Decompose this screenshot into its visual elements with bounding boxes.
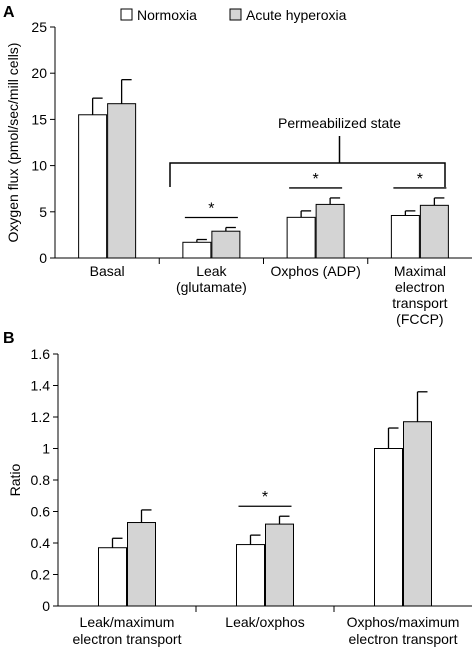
panel-b-y-tick-label: 1.2 [31,409,51,425]
panel-b-chart: 0 0.2 0.4 0.6 0.8 1 1.2 1.4 1.6 Ratio Leak/maximum… [7,346,472,647]
panel-a-bar-hyperoxia [419,204,449,259]
legend-label-hyperoxia: Acute hyperoxia [246,7,347,23]
panel-b-bar-hyperoxia [265,523,294,607]
panel-a-bar-normoxia [182,241,212,259]
panel-a-bracket-label: Permeabilized state [278,115,401,131]
panel-a-significance-star: * [208,201,214,218]
panel-a-bar-normoxia [286,216,316,259]
panel-b-label: B [3,330,15,347]
panel-b-y-tick-label: 1.4 [31,378,51,394]
panel-b-y-tick-label: 0.6 [31,504,51,520]
panel-b-y-tick-label: 0.4 [31,535,51,551]
panel-b-y-tick-label: 1 [42,441,50,457]
panel-b-category-label: Leak/oxphos [225,614,304,630]
panel-b-bar-hyperoxia [403,421,432,607]
panel-a-category-label: Oxphos (ADP) [271,263,361,279]
panel-b-bar-normoxia [236,544,265,607]
panel-b-y-axis-title: Ratio [7,463,23,496]
panel-a-bracket [169,162,446,187]
panel-a-label: A [3,4,15,21]
panel-a-category-label: Leak [196,263,227,279]
panel-b-category-label: electron transport [349,631,458,647]
panel-a-bar-hyperoxia [315,203,345,259]
panel-a-category-label: Maximal [394,263,446,279]
legend-label-normoxia: Normoxia [137,7,197,23]
panel-b-category-label: electron transport [73,631,182,647]
panel-b-y-tick-label: 0.2 [31,567,51,583]
panel-b-bar-hyperoxia [127,522,156,607]
panel-a-y-tick-label: 5 [39,204,47,220]
panel-b-bar-normoxia [374,448,403,607]
panel-a-category-label: Basal [90,263,125,279]
panel-a-chart: 0 5 10 15 20 25 Oxygen flux (pmol/sec/mill cel… [5,19,472,327]
panel-b-y-tick-label: 1.6 [31,346,51,362]
panel-a-bar-normoxia [78,114,108,259]
legend: Normoxia Acute hyperoxia [120,7,347,23]
panel-a-significance-star: * [313,171,319,188]
panel-a-category-label: transport [392,295,447,311]
panel-a-significance-star: * [417,171,423,188]
panel-b-bar-normoxia [98,547,127,607]
panel-a-category-label: (glutamate) [176,279,247,295]
panel-b-y-tick-label: 0 [42,598,50,614]
panel-a-y-tick-label: 15 [31,111,47,127]
panel-a-y-tick-label: 20 [31,65,47,81]
panel-a-y-tick-label: 0 [39,250,47,266]
panel-a-y-tick-label: 10 [31,158,47,174]
panel-a-category-label: electron [395,279,445,295]
panel-a-bar-hyperoxia [211,230,241,259]
panel-b-category-label: Leak/maximum [80,614,175,630]
legend-swatch-hyperoxia [229,8,242,21]
panel-b-category-label: Oxphos/maximum [347,614,460,630]
panel-a-bar-normoxia [390,214,420,259]
panel-a-y-tick-label: 25 [31,19,47,35]
panel-b-significance-star: * [262,489,268,506]
legend-swatch-normoxia [120,8,133,21]
panel-a-y-axis-title: Oxygen flux (pmol/sec/mill cells) [5,43,21,243]
panel-a-bar-hyperoxia [107,103,137,259]
panel-b-y-tick-label: 0.8 [31,472,51,488]
panel-a-category-label: (FCCP) [396,311,443,327]
